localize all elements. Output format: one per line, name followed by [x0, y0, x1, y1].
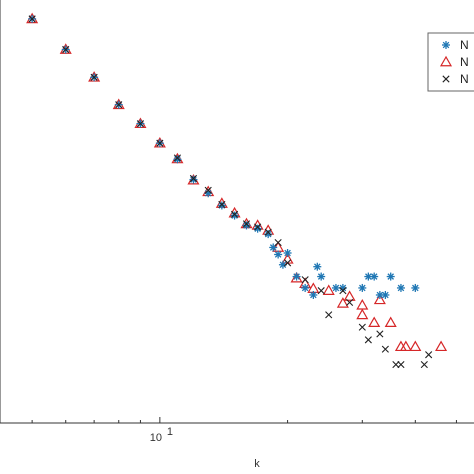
legend-marker-triangle: [439, 55, 453, 67]
data-point-cross: [364, 336, 372, 344]
data-point-cross: [376, 330, 384, 338]
legend-label: N: [460, 55, 469, 69]
data-point-cross: [254, 223, 262, 231]
data-point-triangle: [336, 297, 349, 308]
data-point-asterisk: [364, 272, 373, 281]
data-point-cross: [397, 361, 405, 369]
data-point-asterisk: [253, 224, 262, 233]
data-point-asterisk: [386, 272, 395, 281]
data-point-asterisk: [230, 211, 239, 220]
legend-marker-cross: [442, 75, 450, 83]
data-point-asterisk: [292, 272, 301, 281]
series-cross: [28, 15, 433, 369]
data-point-cross: [230, 210, 239, 218]
data-point-cross: [325, 311, 333, 319]
data-point-cross: [204, 186, 212, 194]
data-point-triangle: [368, 316, 381, 328]
data-point-asterisk: [217, 201, 226, 210]
data-point-cross: [346, 298, 354, 307]
data-point-asterisk: [242, 221, 251, 230]
data-point-asterisk: [189, 175, 198, 184]
data-point-cross: [264, 228, 272, 236]
data-point-triangle: [343, 290, 356, 301]
data-point-asterisk: [313, 262, 322, 271]
data-point-triangle: [435, 340, 448, 352]
data-point-cross: [173, 154, 182, 162]
data-point-asterisk: [358, 283, 367, 292]
legend-label: N: [460, 72, 469, 86]
data-point-asterisk: [274, 250, 283, 259]
data-point-asterisk: [370, 272, 379, 281]
data-point-cross: [317, 287, 325, 295]
axes: [0, 0, 474, 424]
x-tick-label-exponent: 1: [167, 426, 173, 438]
data-point-cross: [339, 287, 347, 295]
data-point-triangle: [399, 340, 412, 352]
data-point-triangle: [356, 299, 369, 310]
data-point-asterisk: [301, 283, 310, 292]
legend-box: [427, 32, 474, 92]
data-point-cross: [420, 361, 428, 369]
data-point-asterisk: [396, 283, 405, 292]
data-point-cross: [62, 45, 70, 54]
data-point-asterisk: [283, 248, 292, 257]
data-point-asterisk: [411, 283, 420, 292]
data-point-triangle: [373, 293, 386, 305]
data-point-triangle: [356, 308, 369, 320]
data-point-asterisk: [375, 290, 384, 299]
data-point-cross: [358, 323, 366, 331]
data-point-asterisk: [264, 230, 273, 239]
data-point-triangle: [322, 284, 335, 295]
x-tick-label: 10: [150, 432, 162, 444]
data-point-cross: [392, 361, 400, 369]
series-triangle: [26, 12, 448, 352]
data-point-cross: [425, 351, 433, 359]
data-point-cross: [381, 345, 389, 353]
data-point-triangle: [409, 340, 422, 352]
data-point-asterisk: [381, 290, 390, 299]
data-point-cross: [28, 15, 36, 23]
data-point-asterisk: [309, 290, 318, 299]
data-point-cross: [90, 73, 98, 81]
data-point-triangle: [384, 316, 397, 328]
legend: NNN: [427, 32, 474, 92]
data-point-cross: [274, 238, 282, 247]
series-asterisk: [28, 14, 420, 299]
data-point-asterisk: [331, 283, 340, 292]
data-point-cross: [218, 200, 226, 209]
data-point-cross: [242, 220, 251, 228]
data-point-cross: [136, 120, 145, 128]
data-point-cross: [156, 139, 164, 147]
x-axis-label: k: [254, 458, 260, 470]
marks: [26, 12, 448, 369]
data-point-cross: [115, 101, 123, 109]
data-point-cross: [283, 259, 292, 267]
legend-marker-asterisk: [442, 41, 450, 49]
legend-label: N: [460, 38, 469, 52]
data-point-cross: [189, 174, 198, 183]
data-point-asterisk: [173, 155, 182, 164]
x-ticks: 10 1: [31, 417, 457, 444]
data-point-asterisk: [317, 272, 326, 281]
data-point-triangle: [290, 271, 303, 283]
data-point-cross: [301, 276, 309, 284]
